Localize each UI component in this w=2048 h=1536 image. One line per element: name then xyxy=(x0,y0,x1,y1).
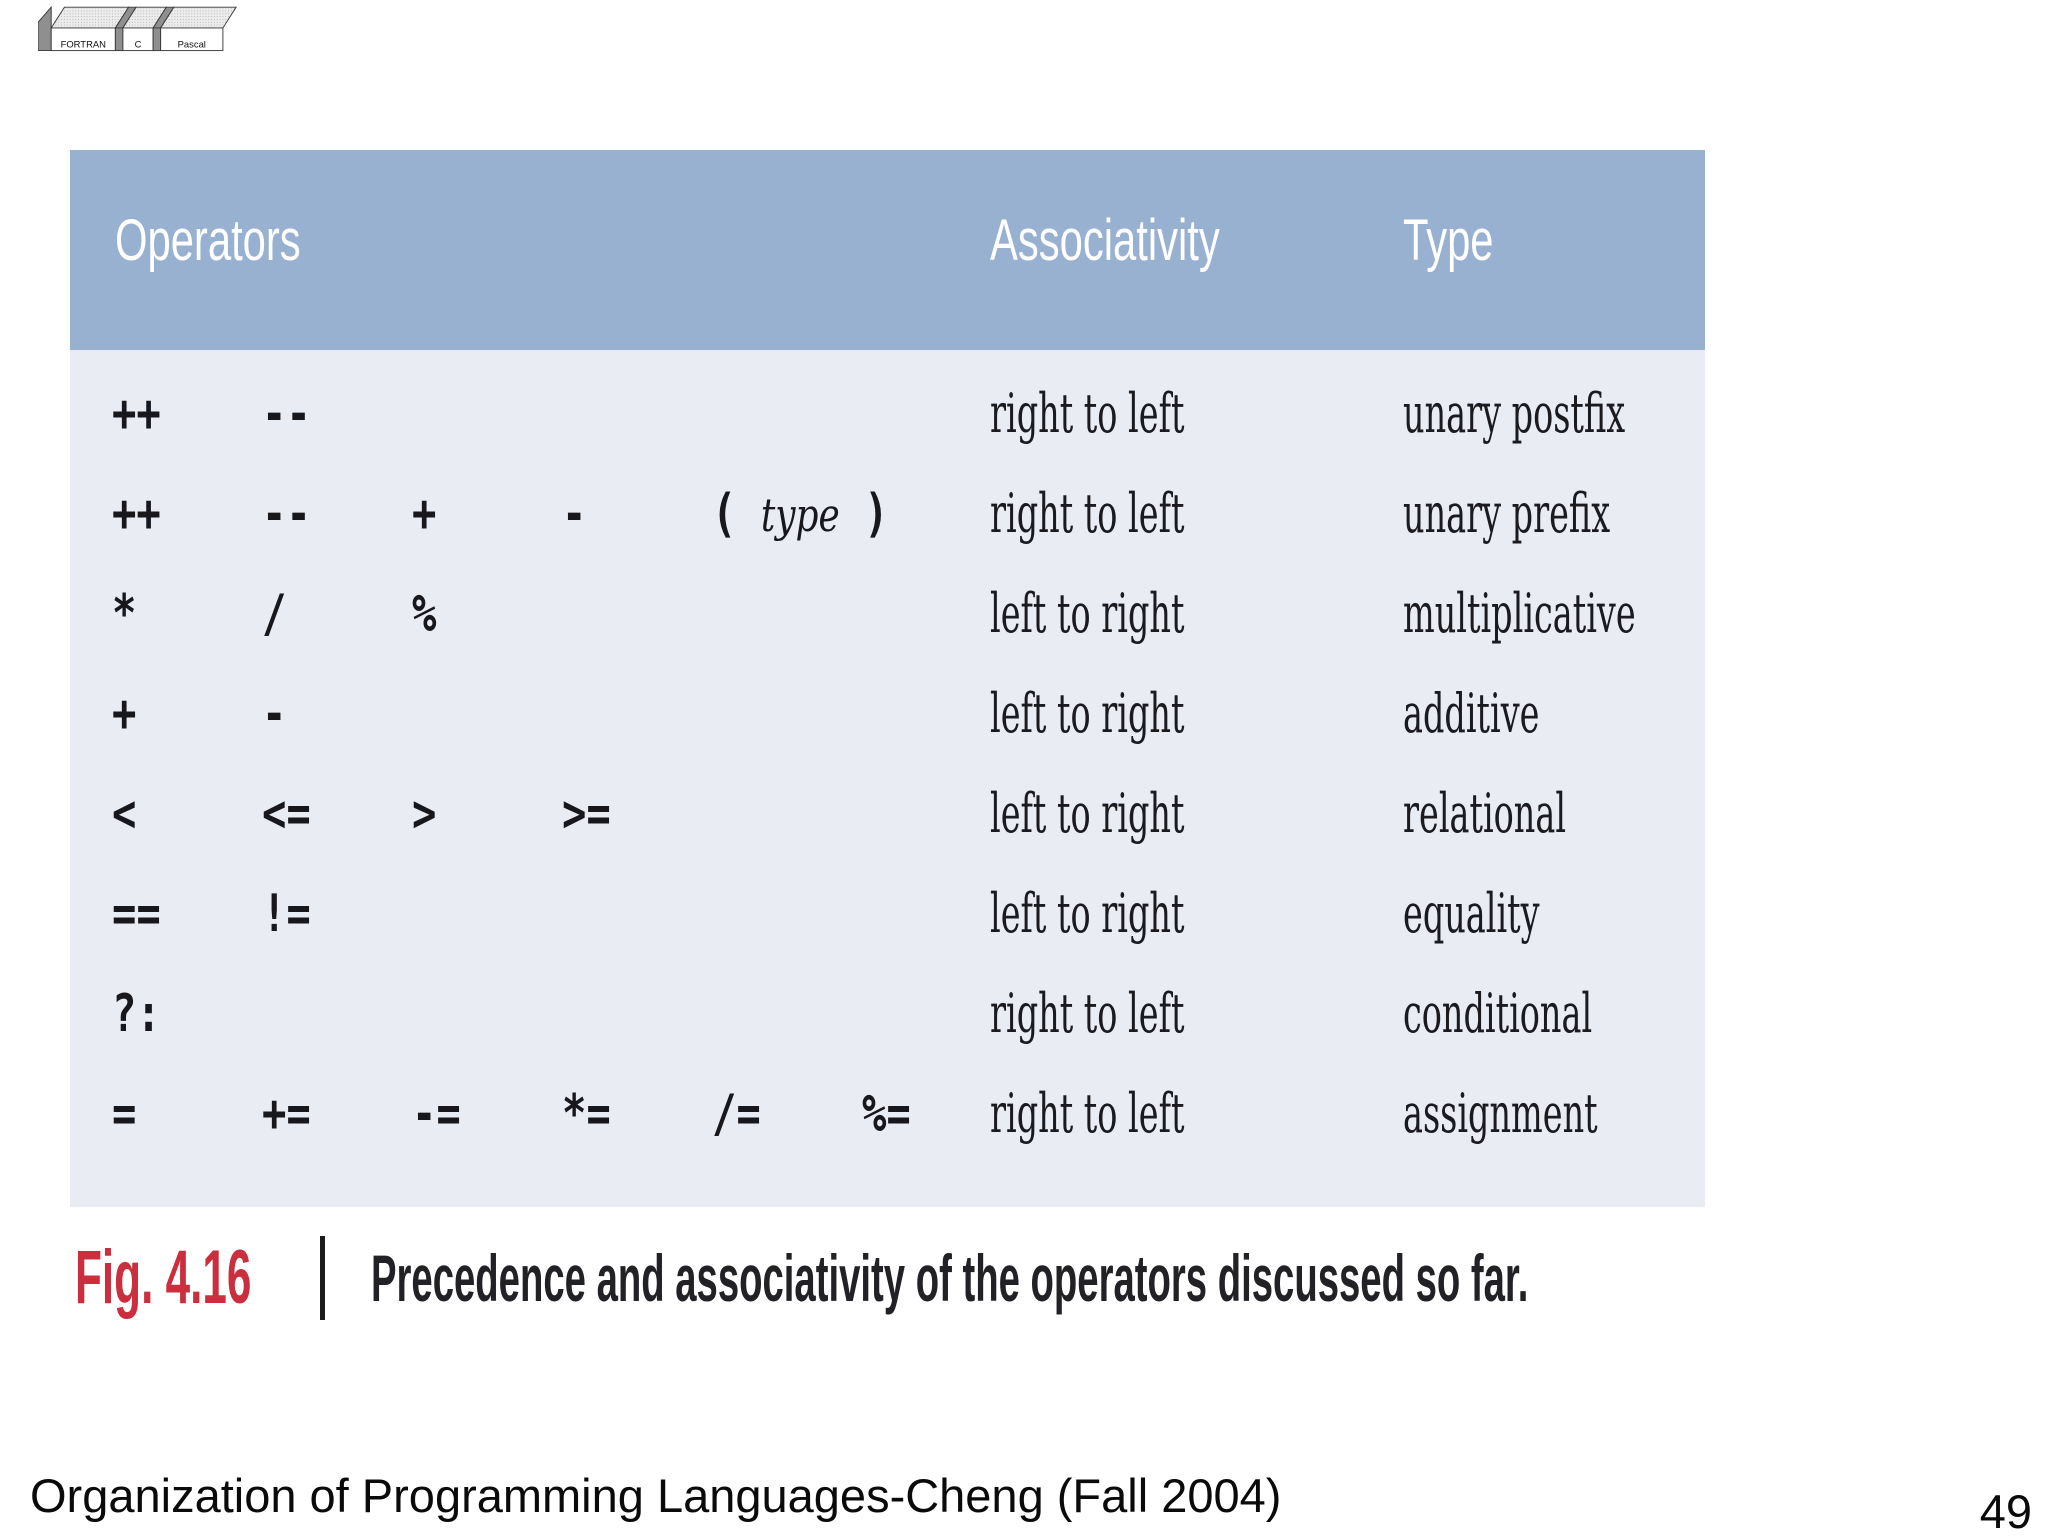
type-value: equality xyxy=(1403,882,1540,945)
figure-number-wrap: Fig. 4.16 xyxy=(75,1240,320,1316)
operator-token: += xyxy=(262,1084,311,1144)
operator-token: < xyxy=(112,784,137,844)
operator-token: + xyxy=(112,684,137,744)
operator-token: ++ xyxy=(112,484,161,544)
operator-token: + xyxy=(412,484,437,544)
operators-cell: * /% xyxy=(112,564,562,664)
type-value: relational xyxy=(1403,782,1567,845)
operator-token: ( type ) xyxy=(712,484,889,544)
associativity-cell: right to left xyxy=(990,364,1304,464)
table-row: = += -= *= /= %= right to left assignment xyxy=(70,1064,1705,1164)
associativity-cell: left to right xyxy=(990,564,1304,664)
operators-cell: = += -= *= /= %= xyxy=(112,1064,1012,1164)
type-value: conditional xyxy=(1403,982,1593,1045)
operators-cell: ?: xyxy=(112,964,262,1064)
type-cell: unary prefix xyxy=(1403,464,1737,564)
book-label-c: C xyxy=(135,39,142,50)
figure-caption: Fig. 4.16 Precedence and associativity o… xyxy=(75,1232,2048,1324)
table-row: ++ -- right to left unary postfix xyxy=(70,364,1705,464)
operator-token: -- xyxy=(262,384,311,444)
associativity-cell: right to left xyxy=(990,964,1304,1064)
table-row: == != left to right equality xyxy=(70,864,1705,964)
associativity-value: left to right xyxy=(990,882,1185,945)
type-value: additive xyxy=(1403,682,1540,745)
associativity-value: left to right xyxy=(990,682,1185,745)
operator-token: *= xyxy=(562,1084,611,1144)
operator-token: <= xyxy=(262,784,311,844)
operator-token: * xyxy=(112,584,137,644)
operator-precedence-table: Operators Associativity Type ++ -- right t… xyxy=(70,150,1705,1207)
operators-cell: ++ -- xyxy=(112,364,412,464)
operator-token: - xyxy=(562,484,587,544)
page-number: 49 xyxy=(1979,1485,2032,1536)
column-header-associativity: Associativity xyxy=(990,208,1220,273)
table-row: + - left to right additive xyxy=(70,664,1705,764)
operators-cell: < <= > >= xyxy=(112,764,712,864)
associativity-value: right to left xyxy=(990,482,1185,545)
course-title: Organization of Programming Languages-Ch… xyxy=(30,1469,1282,1522)
operator-token: > xyxy=(412,784,437,844)
type-value: multiplicative xyxy=(1403,582,1636,645)
operator-token: = xyxy=(112,1084,137,1144)
operator-token: -- xyxy=(262,484,311,544)
type-cell: relational xyxy=(1403,764,1666,864)
caption-divider xyxy=(320,1236,325,1320)
type-cell: conditional xyxy=(1403,964,1708,1064)
table-body: ++ -- right to left unary postfix ++ -- + -( ty… xyxy=(70,350,1705,1207)
caption-text: Precedence and associativity of the oper… xyxy=(371,1241,1529,1315)
associativity-value: left to right xyxy=(990,782,1185,845)
type-cell: equality xyxy=(1403,864,1623,964)
operator-token: ?: xyxy=(112,984,161,1044)
operators-cell: + - xyxy=(112,664,412,764)
column-header-operators: Operators xyxy=(115,208,301,273)
associativity-cell: right to left xyxy=(990,1064,1304,1164)
associativity-value: right to left xyxy=(990,1082,1185,1145)
table-row: ?: right to left conditional xyxy=(70,964,1705,1064)
associativity-value: right to left xyxy=(990,382,1185,445)
table-row: < <= > >= left to right relational xyxy=(70,764,1705,864)
operator-token: %= xyxy=(862,1084,911,1144)
operator-token: % xyxy=(412,584,437,644)
table-row: * /% left to right multiplicative xyxy=(70,564,1705,664)
operator-token: -= xyxy=(412,1084,461,1144)
operator-token: - xyxy=(262,684,287,744)
operator-token: ++ xyxy=(112,384,161,444)
operators-cell: ++ -- + - ( type ) xyxy=(112,464,938,564)
book-label-fortran: FORTRAN xyxy=(61,39,107,50)
type-value: unary postfix xyxy=(1403,382,1626,445)
operator-token: /= xyxy=(712,1084,761,1144)
type-cell: unary postfix xyxy=(1403,364,1761,464)
operators-cell: == != xyxy=(112,864,412,964)
associativity-cell: left to right xyxy=(990,664,1304,764)
type-cell: multiplicative xyxy=(1403,564,1778,664)
operator-token: / xyxy=(262,584,287,644)
type-cell: assignment xyxy=(1403,1064,1717,1164)
table-row: ++ -- + - ( type ) right to left unary prefix xyxy=(70,464,1705,564)
associativity-cell: left to right xyxy=(990,864,1304,964)
associativity-value: left to right xyxy=(990,582,1185,645)
type-cell: additive xyxy=(1403,664,1623,764)
column-header-type: Type xyxy=(1403,208,1494,273)
operator-token: >= xyxy=(562,784,611,844)
type-value: unary prefix xyxy=(1403,482,1611,545)
type-value: assignment xyxy=(1403,1082,1598,1145)
associativity-value: right to left xyxy=(990,982,1185,1045)
table-header-row: Operators Associativity Type xyxy=(70,150,1705,350)
books-illustration: FORTRAN C Pascal xyxy=(38,5,237,52)
figure-number: Fig. 4.16 xyxy=(75,1235,252,1320)
language-books-logo: FORTRAN C Pascal xyxy=(38,0,238,54)
book-label-pascal: Pascal xyxy=(178,39,206,50)
operator-token: == xyxy=(112,884,161,944)
associativity-cell: right to left xyxy=(990,464,1304,564)
associativity-cell: left to right xyxy=(990,764,1304,864)
operator-token: != xyxy=(262,884,311,944)
